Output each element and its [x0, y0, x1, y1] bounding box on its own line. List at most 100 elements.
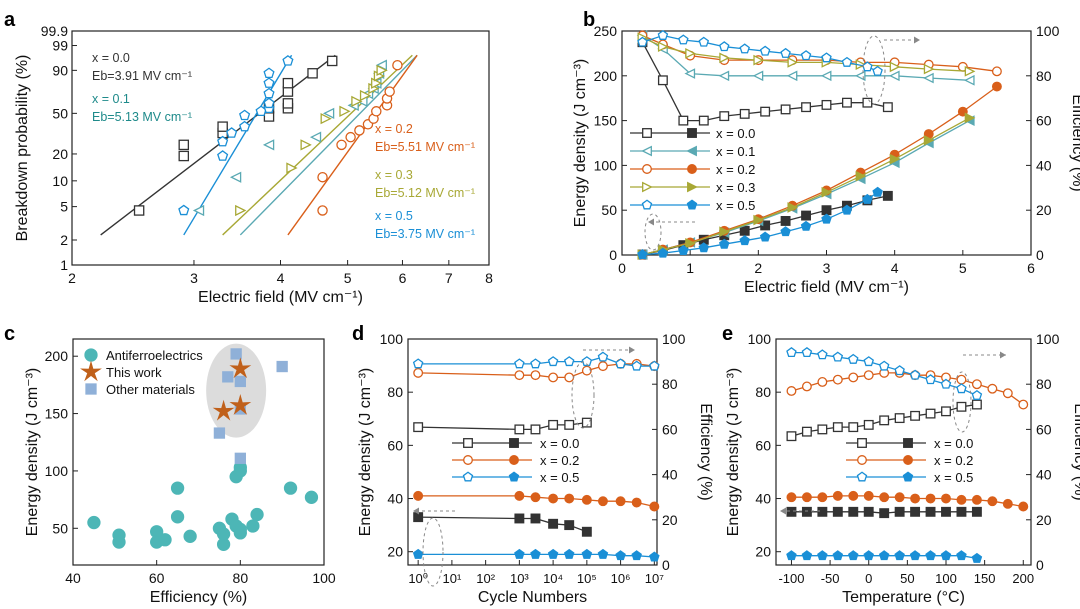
a-point	[262, 139, 275, 151]
c-point	[222, 371, 234, 383]
b-legend-marker	[686, 145, 697, 157]
d-xtick-label: 10⁶	[611, 571, 631, 586]
e-xtick-label: 50	[900, 571, 914, 586]
d-point	[530, 424, 541, 435]
b-point	[821, 205, 832, 216]
b-point	[862, 61, 873, 72]
e-point	[848, 550, 859, 561]
e-point	[863, 370, 874, 381]
a-xtick-label: 8	[485, 270, 493, 286]
e-point	[971, 399, 982, 410]
b-point	[780, 47, 791, 58]
c-point	[87, 515, 101, 530]
d-xtick-label: 10¹	[442, 571, 461, 586]
d-arrow-head	[413, 507, 419, 515]
e-ytick-label: 80	[755, 384, 771, 400]
b-point	[685, 48, 696, 59]
d-point	[514, 548, 525, 559]
d-legend-marker	[462, 471, 474, 482]
c-legend-marker	[80, 360, 102, 382]
c-xtick-label: 80	[233, 570, 249, 586]
a-point	[217, 135, 229, 147]
b-xlabel: Electric field (MV cm⁻¹)	[744, 279, 909, 296]
a-point	[192, 204, 205, 217]
e-legend-label: x = 0.0	[934, 436, 973, 451]
d-point	[597, 548, 609, 559]
d-point	[563, 548, 575, 559]
b-point	[718, 70, 730, 82]
b-series-line	[642, 34, 878, 72]
panel-d-frame	[407, 338, 658, 566]
d-ytick-label: 40	[387, 491, 403, 507]
e-point	[956, 494, 967, 505]
e-point	[786, 431, 797, 442]
c-point	[170, 510, 185, 524]
b-legend-marker	[687, 181, 698, 193]
b-legend-marker	[642, 128, 652, 138]
b-efficiency-ellipse	[862, 35, 886, 105]
e-point	[971, 379, 982, 390]
b-point	[780, 216, 791, 226]
d-point	[631, 360, 642, 371]
c-point	[246, 519, 260, 533]
b-xtick-label: 0	[618, 260, 626, 276]
b-legend-marker	[641, 199, 653, 210]
e-point	[832, 550, 844, 561]
a-point	[178, 139, 190, 151]
c-point	[233, 526, 247, 540]
e-point	[941, 506, 951, 517]
d-point	[581, 356, 593, 367]
a-xtick-label: 4	[277, 270, 285, 286]
b-y2tick-label: 20	[1036, 202, 1052, 218]
a-point	[217, 150, 229, 161]
e-ytick-label: 40	[755, 491, 771, 507]
e-point	[956, 383, 967, 394]
b-y2tick-label: 100	[1036, 23, 1060, 39]
e-xtick-label: 200	[1012, 571, 1034, 586]
d-point	[649, 360, 660, 371]
e-point	[878, 360, 890, 371]
d-point	[581, 548, 593, 559]
e-point	[817, 424, 828, 435]
a-point	[322, 107, 335, 120]
b-legend-marker	[686, 199, 698, 210]
e-xtick-label: 0	[865, 571, 872, 586]
a-ylabel: Breakdown probability (%)	[14, 55, 31, 242]
a-ytick-label: 1	[60, 257, 68, 273]
panel-e-letter: e	[722, 323, 733, 345]
e-xlabel: Temperature (°C)	[842, 589, 965, 606]
e-point	[832, 351, 844, 362]
a-point	[282, 98, 294, 109]
c-point	[183, 529, 197, 543]
e-point	[909, 550, 921, 561]
d-point	[564, 419, 575, 430]
e-point	[817, 492, 828, 503]
b-legend-label: x = 0.2	[716, 162, 755, 177]
e-legend-marker	[857, 438, 867, 448]
e-point	[894, 365, 905, 376]
b-point	[718, 41, 730, 52]
b-point	[739, 108, 750, 119]
b-point	[759, 231, 771, 242]
b-y2tick-label: 0	[1036, 247, 1044, 263]
e-point	[786, 492, 797, 503]
b-y2label: Efficiency (%)	[1069, 94, 1080, 192]
b-point	[820, 70, 832, 82]
e-point	[848, 353, 859, 364]
d-ylabel: Energy density (J cm⁻³)	[357, 368, 374, 536]
b-point	[698, 115, 709, 126]
d-point	[413, 367, 424, 378]
d-point	[564, 520, 575, 531]
a-fit-line	[183, 54, 293, 236]
b-legend-label: x = 0.5	[716, 198, 755, 213]
b-point	[739, 43, 750, 54]
d-point	[581, 494, 592, 505]
d-y2tick-label: 80	[662, 376, 678, 392]
a-point	[307, 68, 318, 79]
d-point	[514, 358, 525, 369]
d-point	[615, 550, 626, 561]
d-y2tick-label: 40	[662, 467, 678, 483]
e-point	[832, 374, 843, 385]
a-xlabel: Electric field (MV cm⁻¹)	[198, 289, 363, 306]
b-legend-marker	[642, 164, 652, 174]
